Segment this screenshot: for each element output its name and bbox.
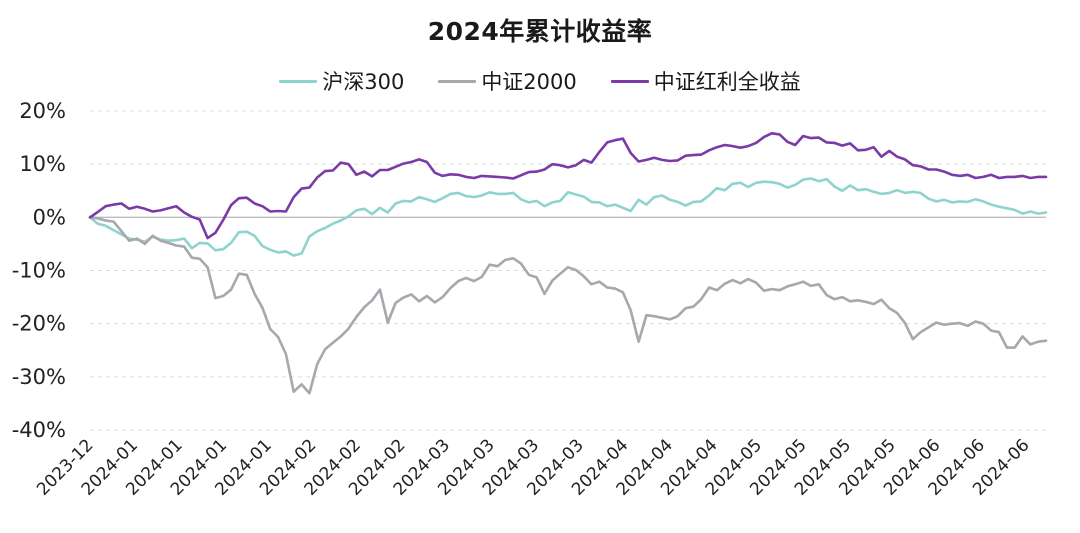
legend: 沪深300 中证2000 中证红利全收益 (0, 66, 1080, 96)
series-line-dividend (88, 132, 1048, 240)
legend-swatch-zz2000 (438, 79, 477, 83)
legend-label-zz2000: 中证2000 (481, 70, 577, 94)
y-tick-label: -30% (12, 365, 66, 389)
legend-item-zz2000: 中证2000 (438, 66, 577, 96)
legend-swatch-hs300 (279, 79, 318, 83)
series-lines (88, 132, 1048, 395)
y-axis-ticks: 20% 10% 0% -10% -20% -30% -40% (12, 99, 66, 442)
legend-swatch-dividend (610, 79, 649, 83)
y-tick-label: -10% (12, 259, 66, 283)
y-tick-label: -40% (12, 418, 66, 442)
y-tick-label: 10% (19, 152, 66, 176)
legend-label-dividend: 中证红利全收益 (653, 70, 801, 94)
chart-title: 2024年累计收益率 (427, 17, 653, 46)
legend-label-hs300: 沪深300 (322, 70, 405, 94)
x-axis-ticks: 2023-122024-012024-012024-012024-012024-… (33, 435, 1033, 499)
y-tick-label: 0% (33, 205, 66, 229)
gridlines (90, 110, 1046, 431)
series-line-zz2000 (88, 216, 1048, 395)
series-line-hs300 (88, 177, 1048, 257)
legend-item-dividend: 中证红利全收益 (610, 66, 801, 96)
y-tick-label: -20% (12, 312, 66, 336)
legend-item-hs300: 沪深300 (279, 66, 404, 96)
y-tick-label: 20% (19, 99, 66, 123)
